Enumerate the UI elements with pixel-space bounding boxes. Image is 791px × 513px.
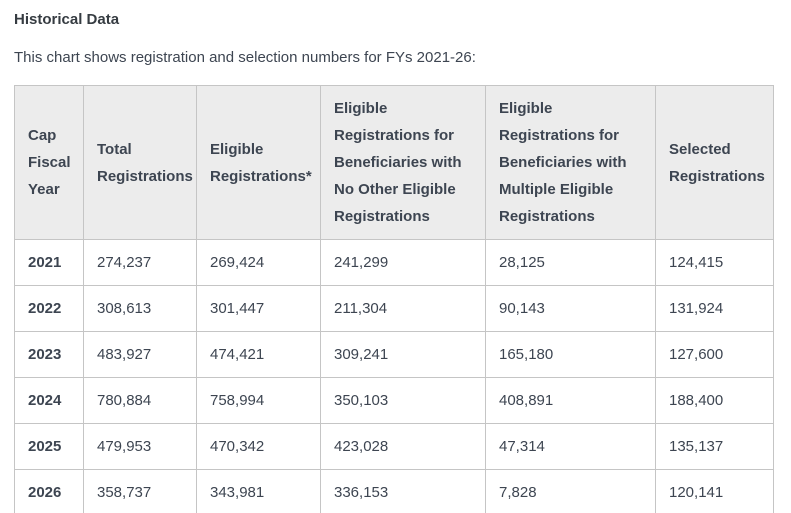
page-title: Historical Data: [14, 11, 120, 28]
table-header-row: Cap Fiscal Year Total Registrations Elig…: [14, 85, 774, 240]
cell-selected-registrations: 131,924: [655, 285, 774, 332]
cell-eligible-multiple: 7,828: [485, 469, 656, 513]
historical-data-table: Cap Fiscal Year Total Registrations Elig…: [14, 85, 774, 513]
cell-eligible-registrations: 474,421: [196, 331, 321, 378]
header-selected-registrations: Selected Registrations: [655, 85, 774, 240]
cell-eligible-registrations: 343,981: [196, 469, 321, 513]
cell-total-registrations: 483,927: [83, 331, 197, 378]
cell-year: 2022: [14, 285, 84, 332]
header-cap-fiscal-year: Cap Fiscal Year: [14, 85, 84, 240]
cell-eligible-multiple: 28,125: [485, 239, 656, 286]
page-subtitle: This chart shows registration and select…: [14, 49, 476, 66]
table-row: 2024 780,884 758,994 350,103 408,891 188…: [14, 377, 774, 424]
cell-selected-registrations: 188,400: [655, 377, 774, 424]
header-eligible-no-other: Eligible Registrations for Beneficiaries…: [320, 85, 486, 240]
cell-eligible-multiple: 90,143: [485, 285, 656, 332]
cell-eligible-multiple: 47,314: [485, 423, 656, 470]
cell-eligible-no-other: 241,299: [320, 239, 486, 286]
header-eligible-registrations: Eligible Registrations*: [196, 85, 321, 240]
cell-selected-registrations: 127,600: [655, 331, 774, 378]
cell-total-registrations: 274,237: [83, 239, 197, 286]
cell-total-registrations: 358,737: [83, 469, 197, 513]
cell-eligible-registrations: 470,342: [196, 423, 321, 470]
cell-eligible-no-other: 423,028: [320, 423, 486, 470]
cell-eligible-no-other: 336,153: [320, 469, 486, 513]
header-total-registrations: Total Registrations: [83, 85, 197, 240]
cell-eligible-no-other: 309,241: [320, 331, 486, 378]
cell-eligible-no-other: 211,304: [320, 285, 486, 332]
cell-selected-registrations: 120,141: [655, 469, 774, 513]
cell-year: 2023: [14, 331, 84, 378]
cell-year: 2026: [14, 469, 84, 513]
cell-year: 2025: [14, 423, 84, 470]
table-row: 2026 358,737 343,981 336,153 7,828 120,1…: [14, 469, 774, 513]
cell-total-registrations: 780,884: [83, 377, 197, 424]
cell-total-registrations: 308,613: [83, 285, 197, 332]
cell-total-registrations: 479,953: [83, 423, 197, 470]
table-row: 2025 479,953 470,342 423,028 47,314 135,…: [14, 423, 774, 470]
cell-eligible-multiple: 408,891: [485, 377, 656, 424]
cell-eligible-registrations: 758,994: [196, 377, 321, 424]
table-row: 2022 308,613 301,447 211,304 90,143 131,…: [14, 285, 774, 332]
table-row: 2023 483,927 474,421 309,241 165,180 127…: [14, 331, 774, 378]
header-eligible-multiple: Eligible Registrations for Beneficiaries…: [485, 85, 656, 240]
cell-selected-registrations: 135,137: [655, 423, 774, 470]
cell-eligible-no-other: 350,103: [320, 377, 486, 424]
cell-selected-registrations: 124,415: [655, 239, 774, 286]
cell-year: 2024: [14, 377, 84, 424]
cell-year: 2021: [14, 239, 84, 286]
cell-eligible-registrations: 269,424: [196, 239, 321, 286]
cell-eligible-multiple: 165,180: [485, 331, 656, 378]
cell-eligible-registrations: 301,447: [196, 285, 321, 332]
table-row: 2021 274,237 269,424 241,299 28,125 124,…: [14, 239, 774, 286]
